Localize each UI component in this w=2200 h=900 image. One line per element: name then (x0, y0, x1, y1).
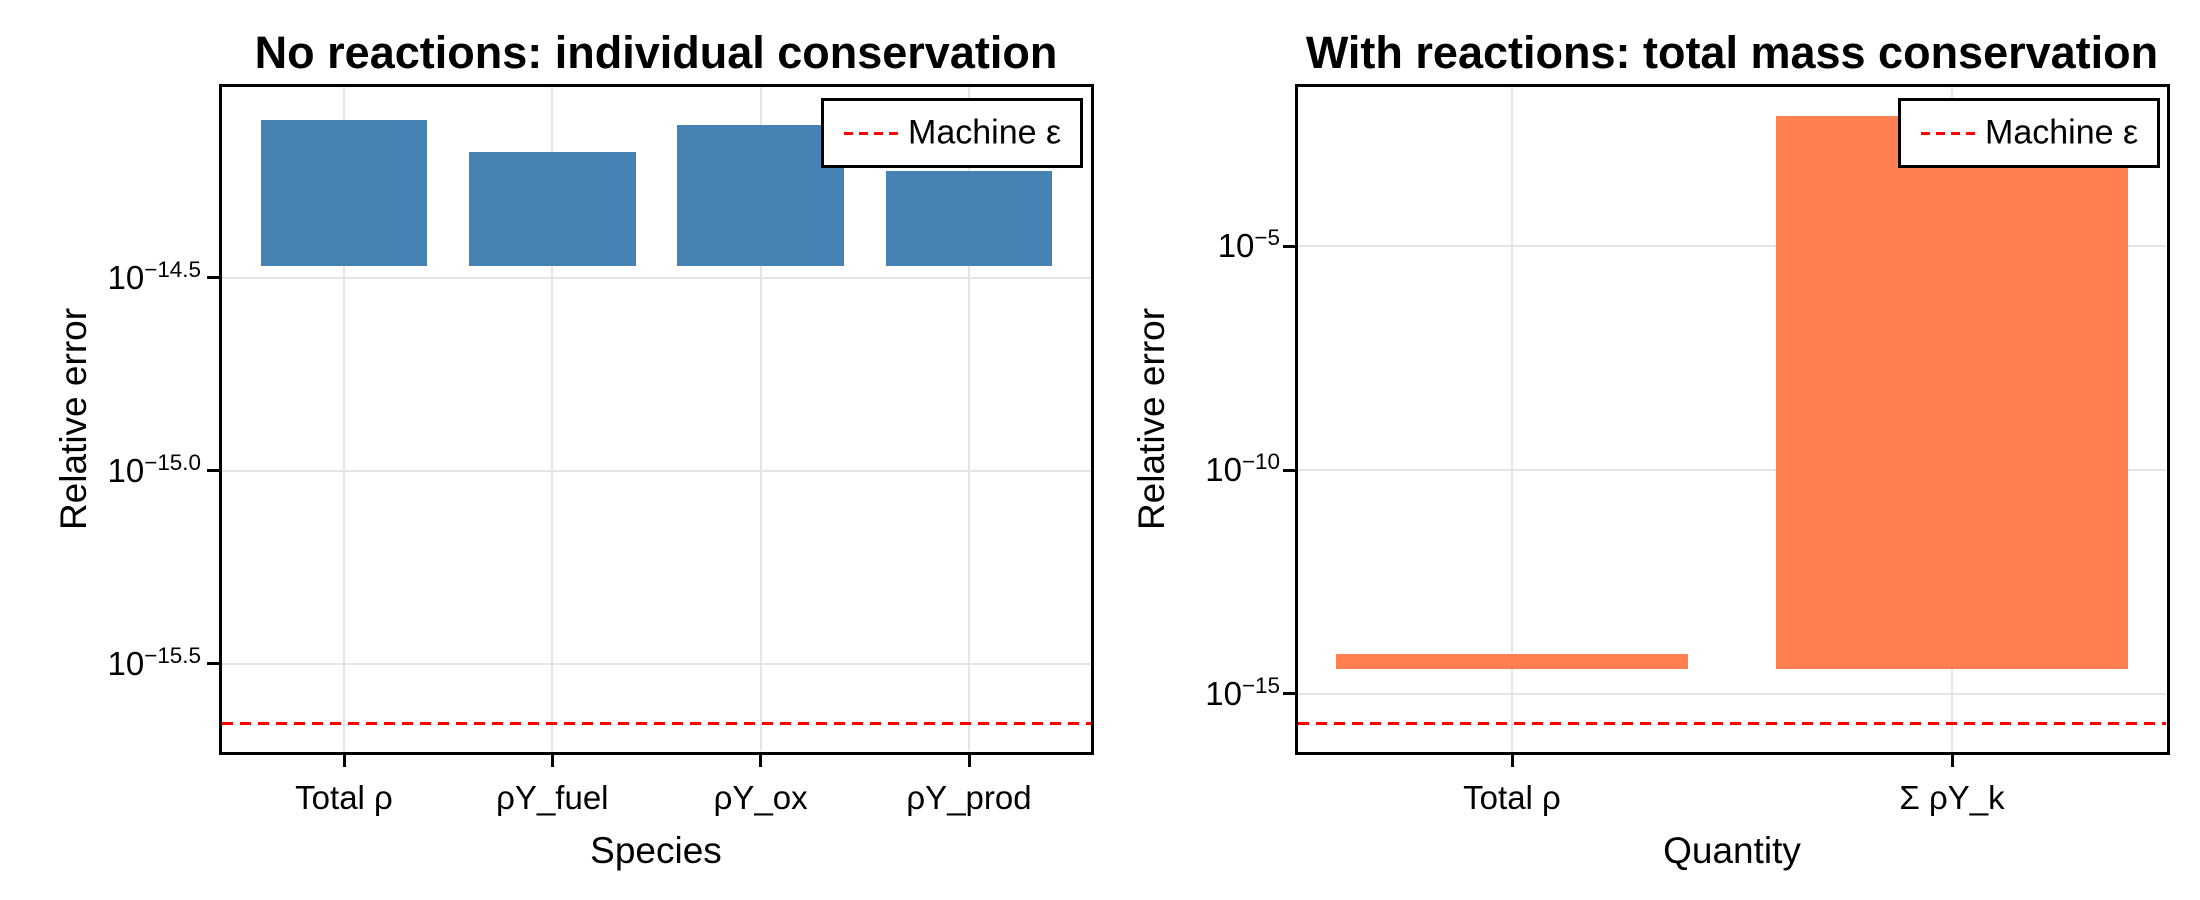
y-tick-label: 10−15.0 (107, 449, 202, 489)
y-tick-label: 10−10 (1205, 449, 1280, 488)
machine-epsilon-line (1298, 721, 2166, 725)
legend-label: Machine ε (908, 113, 1062, 152)
y-gridline (1298, 469, 2166, 471)
y-tick-mark (207, 662, 219, 666)
x-tick-mark (1950, 755, 1954, 767)
y-tick-mark (1283, 468, 1295, 472)
bar-1 (260, 120, 428, 266)
y-gridline (1298, 245, 2166, 247)
x-tick-label: ρY_ox (713, 779, 808, 816)
x-gridline (551, 87, 554, 751)
machine-epsilon-line (222, 721, 1091, 725)
x-tick-label: Total ρ (1463, 779, 1561, 816)
x-gridline (968, 87, 970, 751)
y-tick-exponent: −15.0 (144, 449, 201, 475)
y-tick-mark (1283, 692, 1295, 696)
bar-2 (469, 152, 636, 266)
x-tick-mark (550, 755, 554, 767)
bar-4 (885, 170, 1053, 266)
x-tick-label: ρY_prod (906, 779, 1032, 816)
legend-dashed-line-sample (844, 132, 898, 135)
y-tick-mark (1283, 244, 1295, 248)
y-tick-label: 10−14.5 (107, 256, 202, 296)
x-gridline (759, 87, 762, 751)
legend: Machine ε (821, 98, 1083, 168)
x-gridline (343, 87, 345, 751)
chart-title: With reactions: total mass conservation (1305, 27, 2159, 78)
x-tick-mark (967, 755, 971, 767)
y-tick-label: 10−15 (1205, 672, 1280, 712)
x-tick-mark (759, 755, 763, 767)
y-axis-label: Relative error (53, 307, 94, 531)
y-tick-label: 10−15.5 (107, 642, 202, 682)
y-gridline (222, 276, 1091, 279)
x-tick-label: Total ρ (295, 779, 393, 816)
x-axis-label: Species (590, 830, 722, 871)
chart-title: No reactions: individual conservation (254, 27, 1058, 78)
x-gridline (1511, 87, 1513, 751)
y-gridline (222, 662, 1091, 665)
y-gridline (1298, 692, 2166, 695)
x-tick-label: Σ ρY_k (1899, 779, 2005, 816)
legend-label: Machine ε (1985, 113, 2139, 152)
y-tick-label: 10−5 (1217, 225, 1280, 264)
x-tick-mark (342, 755, 346, 767)
legend-dashed-line-sample (1921, 132, 1975, 135)
y-tick-exponent: −15 (1241, 672, 1280, 698)
y-tick-exponent: −5 (1254, 225, 1280, 250)
plot-area-frame (219, 84, 1094, 755)
y-tick-exponent: −10 (1241, 449, 1280, 474)
bar-3 (677, 124, 844, 266)
y-tick-exponent: −15.5 (144, 642, 201, 668)
x-tick-mark (1510, 755, 1514, 767)
x-axis-label: Quantity (1663, 830, 1801, 871)
legend: Machine ε (1898, 98, 2160, 168)
plot-area-frame (1295, 84, 2170, 755)
y-gridline (222, 469, 1091, 472)
y-tick-mark (207, 469, 219, 473)
y-tick-mark (207, 276, 219, 280)
x-tick-label: ρY_fuel (496, 779, 609, 816)
bar-1 (1336, 653, 1688, 669)
bar-2 (1776, 115, 2128, 669)
y-tick-exponent: −14.5 (144, 256, 201, 282)
y-axis-label: Relative error (1131, 307, 1172, 531)
